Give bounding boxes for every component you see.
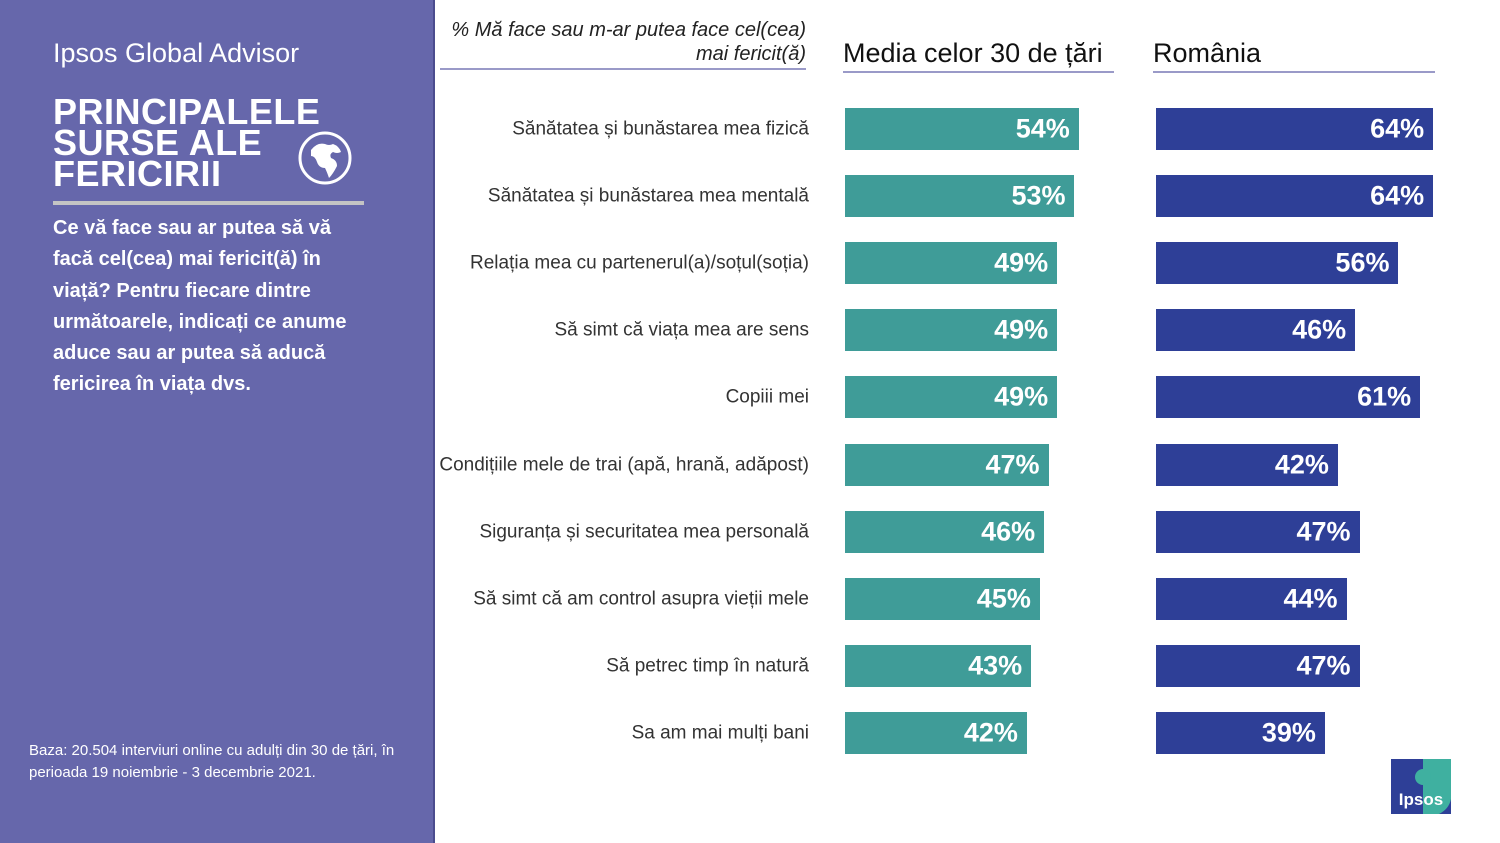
data-label: 61% (1357, 381, 1412, 412)
bar-romania: 61% (1156, 376, 1421, 419)
data-label: 45% (976, 583, 1031, 614)
bar-average: 49% (845, 309, 1058, 352)
ipsos-logo: Ipsos (1391, 759, 1451, 814)
category-label: Sănătatea și bunăstarea mea fizică (512, 118, 809, 140)
sidebar: Ipsos Global Advisor PRINCIPALELE SURSE … (0, 0, 435, 843)
bar-romania: 56% (1156, 242, 1399, 285)
bar-average: 43% (845, 644, 1032, 687)
data-label: 42% (1274, 449, 1329, 479)
globe-icon (298, 131, 352, 185)
bar-average: 46% (845, 510, 1045, 553)
data-label: 49% (994, 314, 1049, 345)
base-note: Baza: 20.504 interviuri online cu adulți… (29, 742, 395, 781)
data-label: 42% (963, 717, 1018, 748)
category-label: Copiii mei (725, 386, 809, 408)
divider (53, 201, 364, 205)
survey-question: Ce vă face sau ar putea să vă facă cel(c… (53, 217, 347, 396)
data-label: 64% (1370, 113, 1425, 144)
bar-romania: 39% (1156, 711, 1325, 754)
svg-text:Ipsos: Ipsos (1399, 790, 1443, 809)
data-label: 44% (1283, 583, 1338, 614)
bar-average: 54% (845, 108, 1079, 150)
bar-average: 49% (845, 376, 1058, 419)
title-line: SURSE ALE (53, 122, 263, 163)
category-label: Să petrec timp în natură (606, 655, 809, 677)
title-line: FERICIRII (53, 153, 222, 194)
data-label: 46% (1292, 314, 1347, 345)
category-label: Să simt că viața mea are sens (554, 319, 810, 341)
bar-average: 45% (845, 577, 1040, 620)
data-label: 46% (981, 516, 1036, 547)
metric-label: % Mă face sau m-ar putea face cel(cea) m… (440, 18, 806, 70)
bar-average: 47% (845, 443, 1049, 486)
data-label: 47% (1296, 650, 1351, 681)
brand-label: Ipsos Global Advisor (53, 38, 300, 68)
category-label: Siguranța și securitatea mea personală (479, 521, 809, 543)
column-header-average: Media celor 30 de țări (843, 38, 1114, 73)
data-label: 49% (994, 381, 1049, 412)
bar-romania: 42% (1156, 443, 1338, 486)
bar-romania: 47% (1156, 510, 1360, 553)
data-label: 47% (1296, 516, 1351, 547)
category-label: Condițiile mele de trai (apă, hrană, adă… (439, 454, 809, 475)
bar-romania: 64% (1156, 175, 1434, 218)
bar-average: 53% (845, 175, 1075, 218)
data-label: 53% (1011, 180, 1066, 211)
category-label: Relația mea cu partenerul(a)/soțul(soția… (470, 252, 809, 274)
data-label: 49% (994, 247, 1049, 278)
bar-romania: 46% (1156, 309, 1356, 352)
data-label: 39% (1261, 717, 1316, 748)
page-title: PRINCIPALELE SURSE ALE FERICIRII (53, 91, 321, 194)
data-label: 43% (968, 650, 1023, 681)
title-line: PRINCIPALELE (53, 91, 321, 132)
category-label: Sa am mai mulți bani (631, 722, 809, 744)
category-label: Să simt că am control asupra vieții mele (473, 588, 809, 610)
bar-romania: 64% (1156, 108, 1434, 150)
data-label: 47% (985, 449, 1040, 479)
bar-average: 49% (845, 242, 1058, 285)
bar-average: 42% (845, 711, 1027, 754)
bar-romania: 44% (1156, 577, 1347, 620)
bar-romania: 47% (1156, 644, 1360, 687)
data-label: 56% (1335, 247, 1390, 278)
category-label: Sănătatea și bunăstarea mea mentală (487, 185, 809, 207)
data-label: 54% (1015, 113, 1070, 144)
column-header-romania: România (1153, 38, 1435, 73)
data-label: 64% (1370, 180, 1425, 211)
